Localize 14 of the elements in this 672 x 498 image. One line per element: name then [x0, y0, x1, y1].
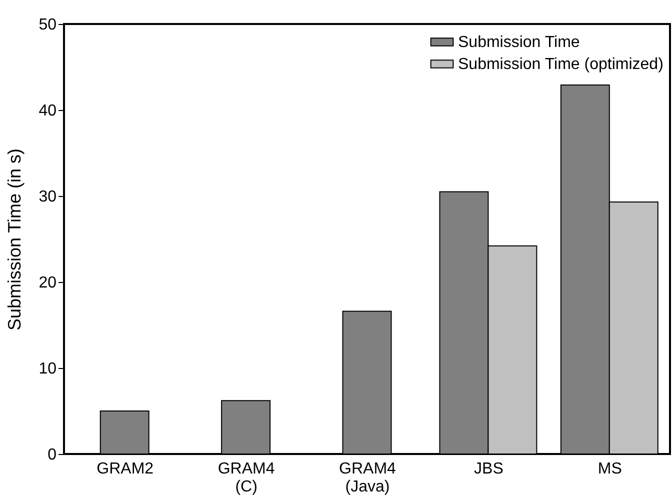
- y-tick-label: 10: [38, 360, 57, 378]
- y-tick-label: 0: [48, 446, 57, 464]
- y-tick-label: 20: [38, 274, 57, 292]
- y-tick-label: 40: [38, 102, 57, 120]
- x-tick-label: MS: [598, 460, 622, 478]
- y-axis-title: Submission Time (in s): [4, 148, 25, 331]
- x-tick-label: GRAM2: [96, 460, 154, 478]
- y-tick-label: 30: [38, 188, 57, 206]
- legend-label: Submission Time (optimized): [458, 56, 664, 73]
- y-tick-label: 50: [38, 16, 57, 34]
- x-tick-label: GRAM4 (Java): [339, 460, 396, 496]
- x-tick-label: GRAM4 (C): [218, 460, 275, 496]
- x-tick-label: JBS: [474, 460, 504, 478]
- legend-label: Submission Time: [458, 34, 580, 51]
